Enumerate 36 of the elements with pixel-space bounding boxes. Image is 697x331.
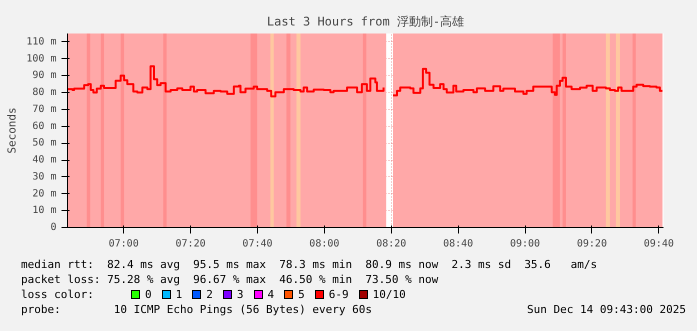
x-tick-label: 07:40	[242, 238, 273, 250]
y-tick-label: 30 m	[32, 171, 57, 182]
legend-label: 4	[268, 288, 274, 301]
text: Sun Dec 14 09:43:00 2025	[527, 302, 686, 317]
x-tick-label: 08:40	[443, 238, 474, 250]
y-tick-label: 20 m	[32, 188, 57, 200]
legend-label: 6-9	[328, 288, 349, 301]
x-tick-label: 07:00	[108, 238, 139, 250]
text: median rtt: 82.4 ms avg 95.5 ms max 78.3 ms min 80.9 ms now 2.3 ms sd 35.6 am/s	[21, 257, 598, 272]
x-tick-label: 08:20	[376, 238, 406, 250]
y-tick-label: 70 m	[32, 104, 57, 115]
chart-title: Last 3 Hours from 浮動制-高雄	[266, 14, 464, 28]
x-tick-label: 09:00	[510, 238, 540, 250]
legend-label: 10/10	[372, 288, 406, 301]
y-axis-title: Seconds	[5, 107, 18, 154]
legend-title: loss color:	[21, 287, 95, 302]
text: probe: 10 ICMP Echo Pings (56 Bytes) every 60s	[21, 302, 372, 317]
legend-label: 2	[206, 288, 213, 301]
x-tick-label: 07:20	[176, 238, 206, 250]
y-tick-label: 100 m	[26, 53, 57, 64]
legend-label: 5	[298, 288, 305, 301]
y-tick-label: 50 m	[32, 138, 57, 149]
y-tick-label: 90 m	[32, 70, 57, 82]
legend-label: 3	[236, 288, 244, 301]
y-tick-label: 0	[50, 222, 57, 233]
y-tick-label: 80 m	[32, 87, 57, 98]
legend-label: 1	[176, 288, 182, 301]
y-tick-label: 40 m	[32, 154, 57, 166]
legend-label: 0	[145, 288, 152, 301]
x-tick-label: 09:40	[644, 238, 674, 250]
x-tick-label: 09:20	[576, 238, 607, 250]
text: packet loss: 75.28 % avg 96.67 % max 46.50 % min 73.50 % now	[21, 272, 440, 287]
x-tick-label: 08:00	[309, 238, 340, 250]
y-tick-label: 10 m	[32, 205, 57, 216]
y-tick-label: 110 m	[26, 36, 57, 48]
y-tick-label: 60 m	[32, 120, 57, 132]
